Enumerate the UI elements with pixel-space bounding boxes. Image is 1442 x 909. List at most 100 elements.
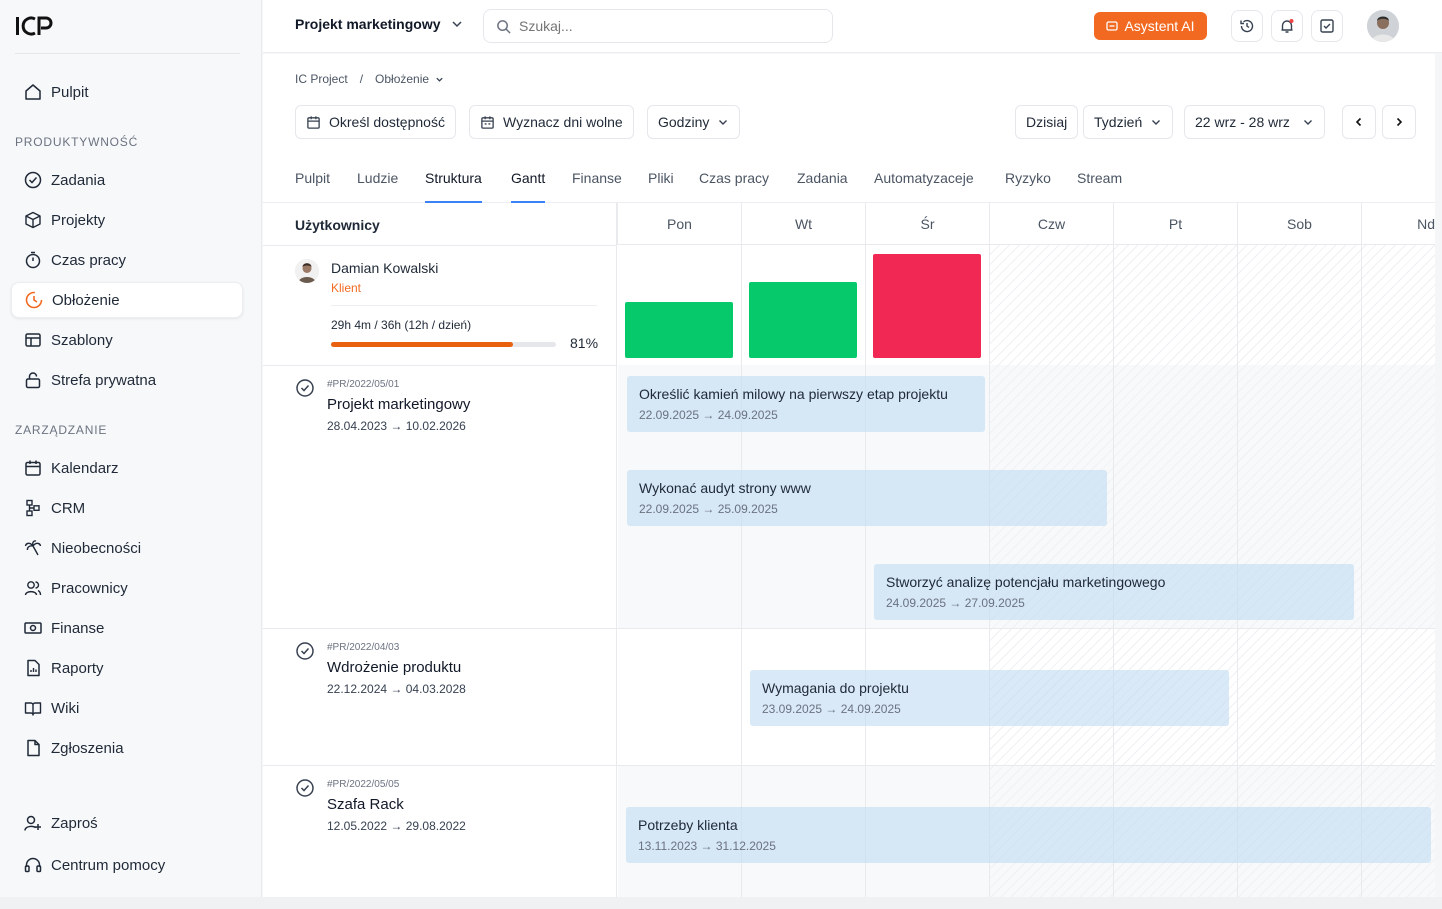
sidebar-item-kalendarz[interactable]: Kalendarz	[11, 450, 243, 486]
task-bar[interactable]: Potrzeby klienta 13.11.2023 → 31.12.2025	[626, 807, 1431, 863]
check-circle-icon[interactable]	[295, 641, 315, 661]
sidebar-item-label: Pulpit	[51, 83, 89, 101]
tab-ryzyko[interactable]: Ryzyko	[1005, 170, 1051, 186]
range-select[interactable]: Tydzień	[1083, 105, 1174, 139]
sidebar-item-szablony[interactable]: Szablony	[11, 322, 243, 358]
sidebar-item-czas-pracy[interactable]: Czas pracy	[11, 242, 243, 278]
chevron-left-icon	[1355, 117, 1362, 127]
template-icon	[23, 330, 43, 350]
sidebar-item-strefa-prywatna[interactable]: Strefa prywatna	[11, 362, 243, 398]
tab-gantt[interactable]: Gantt	[511, 170, 546, 203]
day-header-tue: Wt	[741, 203, 865, 245]
day-header-wed: Śr	[865, 203, 989, 245]
breadcrumb-root[interactable]: IC Project	[295, 72, 348, 86]
sidebar-item-zadania[interactable]: Zadania	[11, 162, 243, 198]
prev-week-button[interactable]	[1342, 105, 1376, 139]
project-selector[interactable]: Projekt marketingowy	[295, 16, 463, 32]
next-week-button[interactable]	[1382, 105, 1416, 139]
project-row[interactable]: #PR/2022/05/05 Szafa Rack 12.05.2022 → 2…	[263, 765, 617, 909]
daily-load-mon[interactable]	[625, 302, 733, 358]
check-circle-icon	[23, 170, 43, 190]
date-range-label: 22 wrz - 28 wrz	[1195, 114, 1290, 130]
daily-load-wed[interactable]	[873, 254, 981, 358]
tab-ludzie[interactable]: Ludzie	[357, 170, 399, 186]
tab-struktura[interactable]: Struktura	[425, 170, 482, 203]
date-range-select[interactable]: 22 wrz - 28 wrz	[1184, 105, 1325, 139]
avatar-image	[295, 259, 319, 283]
today-button[interactable]: Dzisiaj	[1015, 105, 1079, 139]
sidebar-item-label: Kalendarz	[51, 459, 119, 477]
check-circle-icon[interactable]	[295, 378, 315, 398]
task-dates: 13.11.2023 → 31.12.2025	[638, 839, 776, 853]
task-dates: 23.09.2025 → 24.09.2025	[762, 702, 901, 716]
sidebar-item-finanse[interactable]: Finanse	[11, 610, 243, 646]
search-input[interactable]	[519, 18, 819, 34]
search-box[interactable]	[483, 9, 833, 43]
task-bar[interactable]: Wykonać audyt strony www 22.09.2025 → 25…	[627, 470, 1107, 526]
help-center-button[interactable]: Centrum pomocy	[11, 847, 243, 883]
ticket-icon	[23, 738, 43, 758]
tab-stream[interactable]: Stream	[1077, 170, 1123, 186]
project-name: Projekt marketingowy	[327, 396, 471, 413]
tab-zadania[interactable]: Zadania	[797, 170, 848, 186]
notifications-button[interactable]	[1271, 10, 1303, 42]
set-days-off-button[interactable]: Wyznacz dni wolne	[469, 105, 634, 139]
users-header: Użytkownicy	[295, 217, 380, 233]
set-availability-label: Określ dostępność	[329, 114, 445, 130]
chevron-right-icon	[1396, 117, 1403, 127]
ai-assistant-button[interactable]: Asystent AI	[1094, 12, 1207, 40]
sidebar-item-nieobecnosci[interactable]: Nieobecności	[11, 530, 243, 566]
tasks-check-button[interactable]	[1311, 10, 1343, 42]
user-row[interactable]: Damian Kowalski Klient 29h 4m / 36h (12h…	[263, 245, 617, 365]
sidebar-item-pracownicy[interactable]: Pracownicy	[11, 570, 243, 606]
task-bar[interactable]: Określić kamień milowy na pierwszy etap …	[627, 376, 985, 432]
tab-bar: Pulpit Ludzie Struktura Gantt Finanse Pl…	[263, 154, 1435, 203]
tab-pulpit[interactable]: Pulpit	[295, 170, 331, 186]
chevron-down-icon	[1303, 120, 1312, 125]
task-bar[interactable]: Stworzyć analizę potencjału marketingowe…	[874, 564, 1354, 620]
sidebar-item-raporty[interactable]: Raporty	[11, 650, 243, 686]
tab-finanse[interactable]: Finanse	[572, 170, 622, 186]
day-header-sat: Sob	[1237, 203, 1361, 245]
daily-load-tue[interactable]	[749, 282, 857, 358]
set-availability-button[interactable]: Określ dostępność	[295, 105, 456, 139]
help-label: Centrum pomocy	[51, 856, 166, 874]
task-title: Wymagania do projektu	[762, 680, 909, 696]
calendar-icon	[23, 458, 43, 478]
day-divider	[1361, 245, 1362, 909]
sidebar-item-zgloszenia[interactable]: Zgłoszenia	[11, 730, 243, 766]
project-name: Szafa Rack	[327, 796, 404, 813]
sidebar-item-label: Strefa prywatna	[51, 371, 157, 389]
sidebar: Pulpit PRODUKTYWNOŚĆ Zadania Projekty Cz…	[0, 0, 262, 909]
sidebar-item-label: Pracownicy	[51, 579, 128, 597]
project-code: #PR/2022/05/05	[327, 779, 400, 790]
user-avatar[interactable]	[1367, 10, 1399, 42]
history-button[interactable]	[1231, 10, 1263, 42]
breadcrumb-current[interactable]: Obłożenie	[375, 72, 444, 86]
task-bar[interactable]: Wymagania do projektu 23.09.2025 → 24.09…	[750, 670, 1229, 726]
tab-automatyzacje[interactable]: Automatyzaceje	[874, 170, 974, 186]
breadcrumb: IC Project / Obłożenie	[295, 72, 444, 86]
workload-progress-bar	[331, 342, 556, 347]
task-dates: 22.09.2025 → 24.09.2025	[639, 408, 778, 422]
sidebar-item-pulpit[interactable]: Pulpit	[11, 74, 243, 110]
project-row[interactable]: #PR/2022/05/01 Projekt marketingowy 28.0…	[263, 365, 617, 628]
invite-button[interactable]: Zaproś	[11, 805, 243, 841]
sidebar-item-wiki[interactable]: Wiki	[11, 690, 243, 726]
sidebar-item-label: Obłożenie	[52, 291, 120, 309]
day-header-sun: Nd	[1361, 203, 1435, 245]
sidebar-item-label: Finanse	[51, 619, 105, 637]
day-header-fri: Pt	[1113, 203, 1237, 245]
sidebar-item-crm[interactable]: CRM	[11, 490, 243, 526]
sidebar-item-oblozenie[interactable]: Obłożenie	[11, 282, 243, 318]
tab-pliki[interactable]: Pliki	[648, 170, 674, 186]
sidebar-item-projekty[interactable]: Projekty	[11, 202, 243, 238]
user-divider	[331, 305, 597, 306]
check-circle-icon[interactable]	[295, 778, 315, 798]
unit-select[interactable]: Godziny	[647, 105, 741, 139]
main-panel: IC Project / Obłożenie Określ dostępność…	[263, 54, 1435, 909]
tab-czas-pracy[interactable]: Czas pracy	[699, 170, 770, 186]
icp-logo[interactable]	[15, 14, 55, 38]
day-header-mon: Pon	[617, 203, 741, 245]
project-row[interactable]: #PR/2022/04/03 Wdrożenie produktu 22.12.…	[263, 628, 617, 765]
